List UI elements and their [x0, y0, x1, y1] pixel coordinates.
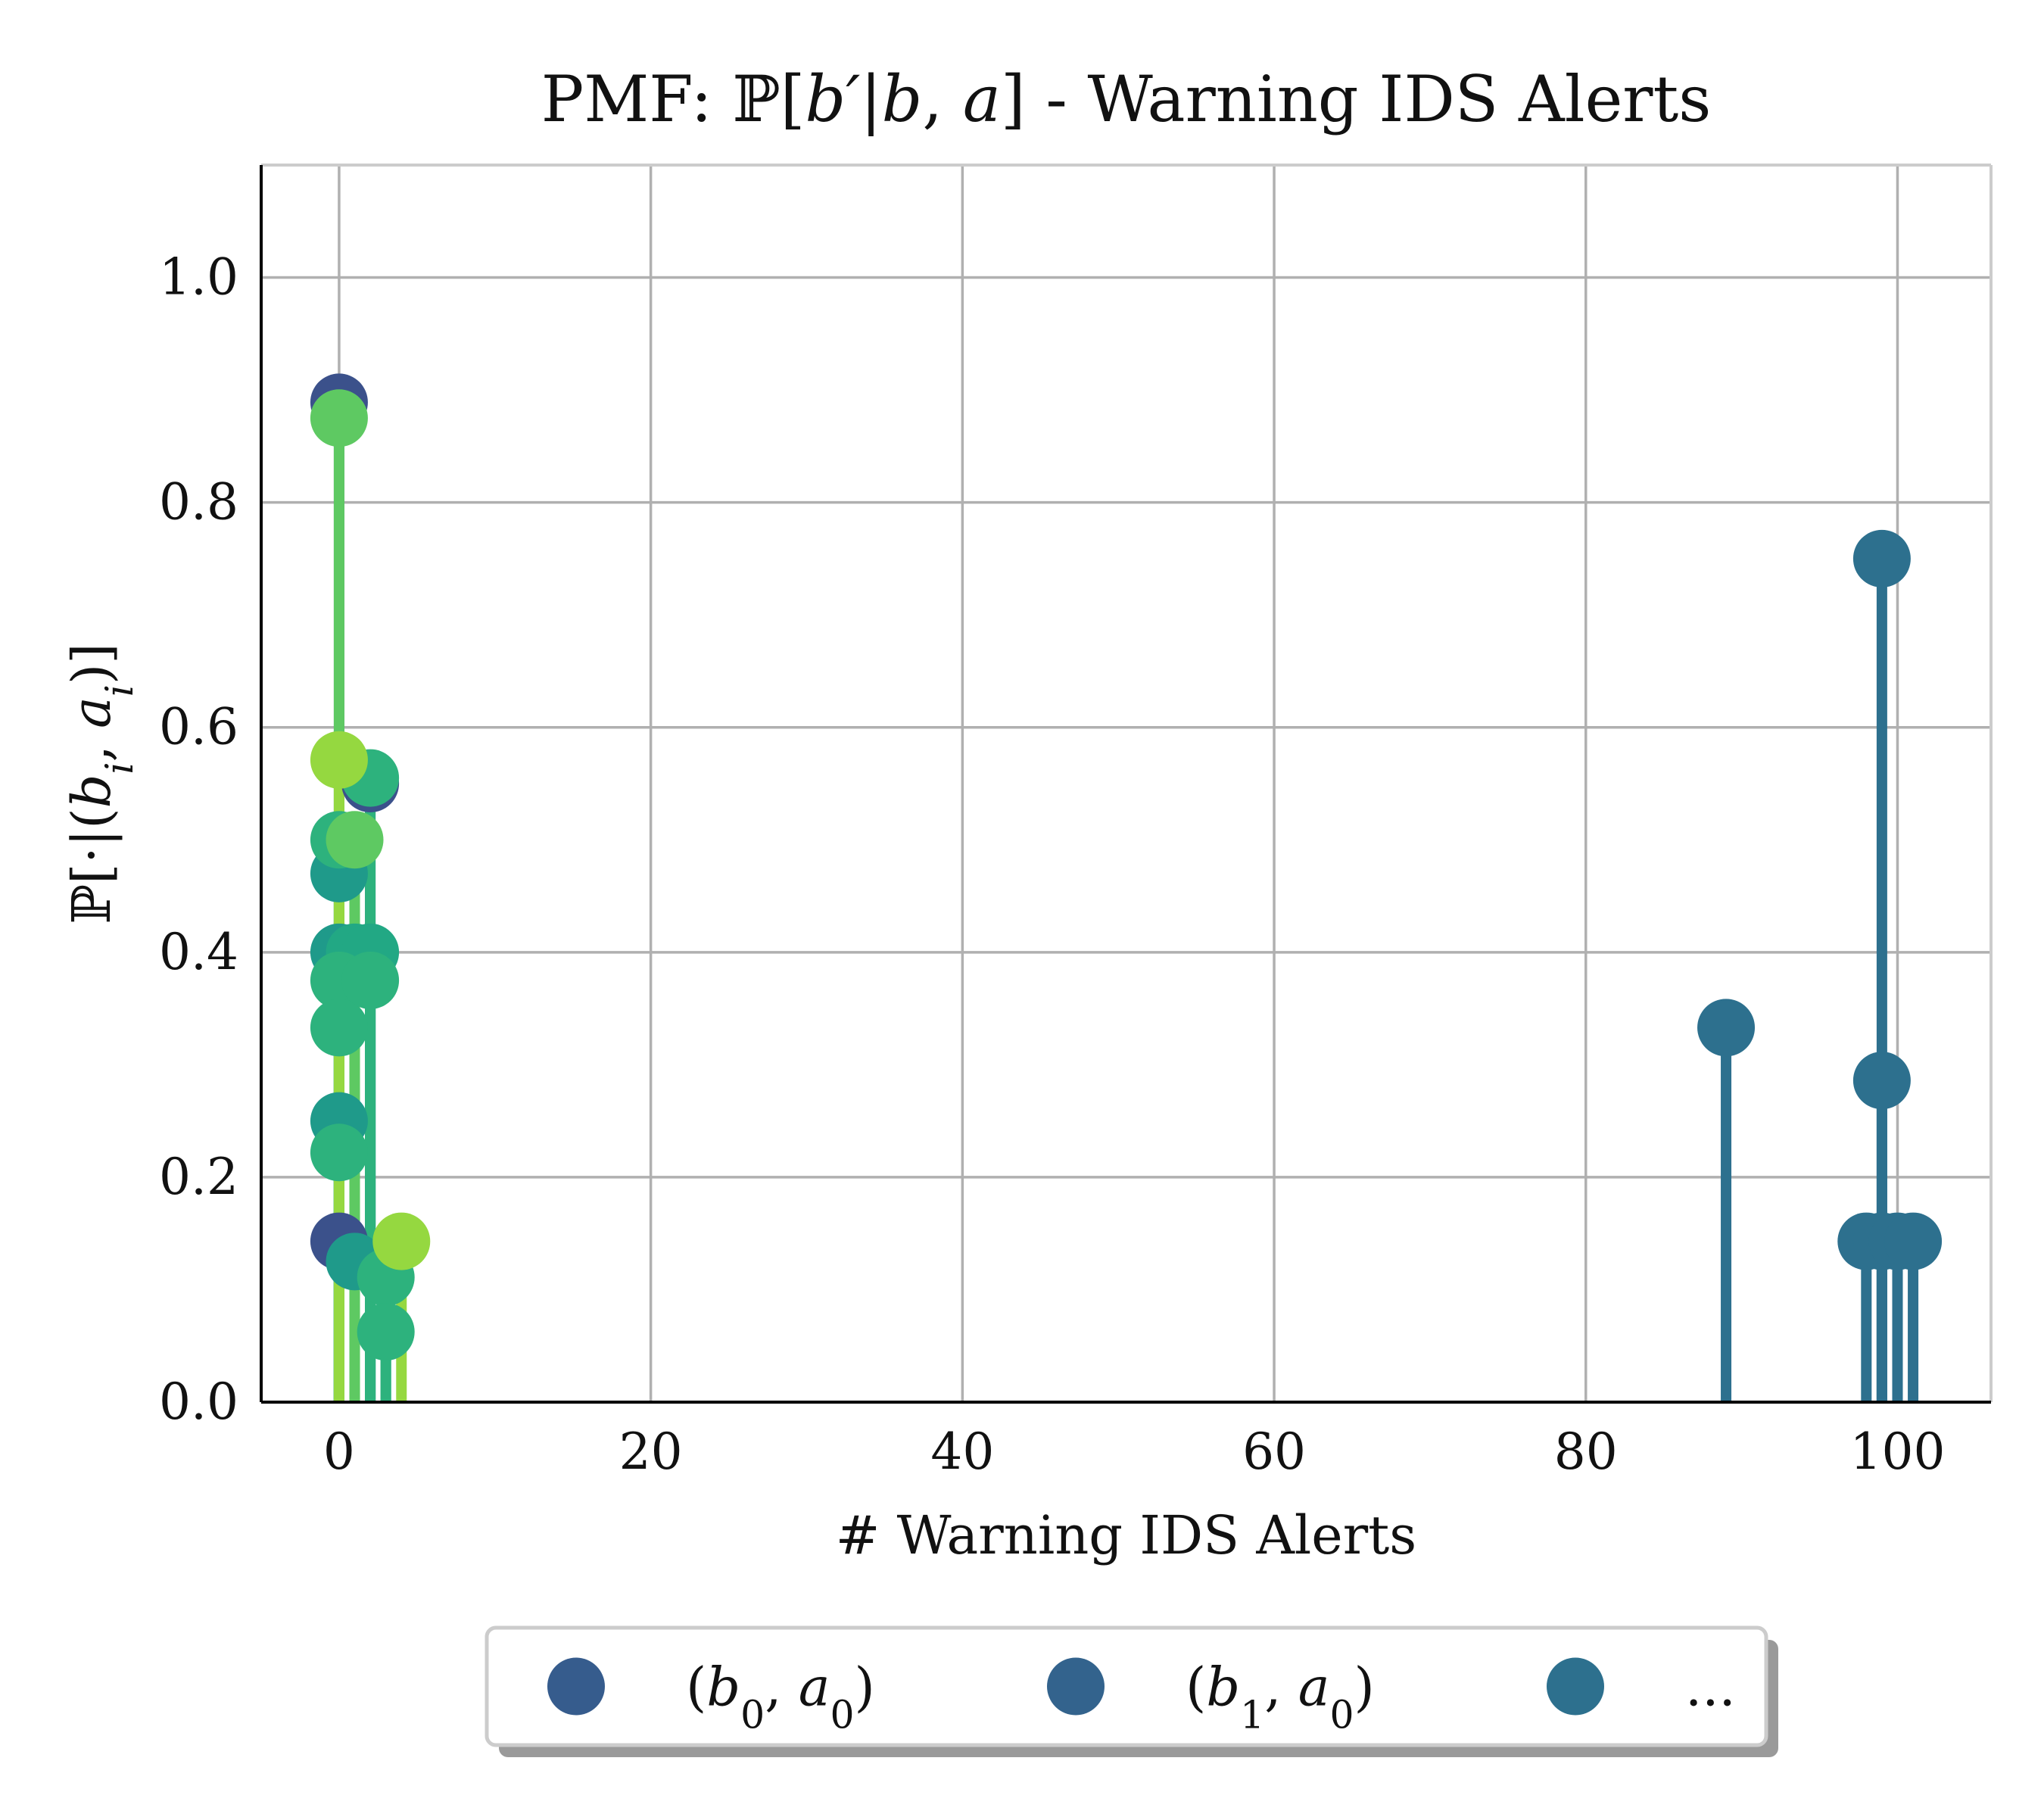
- x-axis-label: # Warning IDS Alerts: [836, 1504, 1416, 1566]
- legend-0-part-3: ,: [765, 1656, 799, 1719]
- ylabel-part-3: ,: [61, 728, 123, 762]
- ylabel-part-1: b: [61, 774, 123, 809]
- title-part-1: ℙ: [733, 62, 781, 136]
- legend-1-part-2: 1: [1240, 1692, 1264, 1737]
- y-tick-label: 0.6: [159, 698, 238, 756]
- y-tick-label: 0.2: [159, 1148, 238, 1206]
- legend-label-1: (b1, a0): [1186, 1656, 1375, 1738]
- markers-layer: [310, 373, 1943, 1361]
- title-part-6: ,: [922, 62, 962, 136]
- data-point-27: [372, 1212, 431, 1270]
- y-tick-label: 1.0: [159, 248, 238, 307]
- title-part-2: [: [781, 62, 805, 136]
- legend-1-part-4: a: [1298, 1656, 1330, 1719]
- data-point-25: [326, 811, 384, 869]
- legend-0-part-1: b: [706, 1656, 740, 1719]
- title-part-3: b′: [805, 62, 860, 136]
- legend-marker-1: [1047, 1657, 1105, 1716]
- legend-0-part-5: 0: [830, 1692, 854, 1737]
- legend-frame: [485, 1625, 1768, 1747]
- x-tick-label: 0: [323, 1423, 355, 1481]
- ylabel-part-2: i: [97, 762, 142, 774]
- y-tick-label: 0.0: [159, 1373, 238, 1431]
- legend-1-part-0: (: [1186, 1656, 1206, 1719]
- data-point-18: [310, 999, 368, 1057]
- ylabel-part-4: a: [61, 697, 123, 728]
- legend-marker-2: [1547, 1657, 1604, 1716]
- legend: (b0, a0) (b1, a0)...: [485, 1625, 1778, 1757]
- data-point-23: [357, 1303, 415, 1361]
- legend-1-part-1: b: [1206, 1656, 1240, 1719]
- data-point-6: [1884, 1212, 1943, 1270]
- chart-title: PMF: ℙ[b′|b, a] - Warning IDS Alerts: [541, 62, 1712, 136]
- data-point-20: [341, 951, 400, 1009]
- grid-layer: [261, 165, 1991, 1404]
- x-tick-label: 20: [619, 1423, 683, 1481]
- legend-label-0: (b0, a0): [686, 1656, 875, 1738]
- legend-0-part-6: ): [855, 1656, 875, 1719]
- ticks-layer: 0 20 40 60 80 100 0.0 0.2 0.4 0.6 0.8 1.0: [159, 248, 1945, 1481]
- x-tick-label: 40: [930, 1423, 994, 1481]
- title-part-7: a: [963, 62, 1001, 136]
- x-tick-label: 60: [1242, 1423, 1306, 1481]
- title-part-4: |: [860, 62, 881, 136]
- title-part-8: ] - Warning IDS Alerts: [1001, 62, 1711, 136]
- axes-layer: [260, 164, 1993, 1404]
- title-part-0: PMF:: [541, 62, 733, 136]
- legend-1-part-6: ): [1354, 1656, 1375, 1719]
- legend-0-part-4: a: [799, 1656, 830, 1719]
- data-point-2: [1852, 529, 1911, 587]
- data-point-24: [310, 389, 368, 447]
- legend-0-part-0: (: [686, 1656, 706, 1719]
- legend-label-2: ...: [1685, 1656, 1736, 1719]
- legend-marker-0: [547, 1657, 605, 1716]
- ylabel-part-6: )]: [61, 643, 123, 684]
- ylabel-part-0: ℙ[·|(: [61, 808, 123, 924]
- y-tick-label: 0.8: [159, 473, 238, 531]
- ylabel-part-5: i: [97, 684, 142, 697]
- x-tick-label: 80: [1554, 1423, 1618, 1481]
- y-axis-label: ℙ[·|(bi, ai)]: [61, 643, 142, 924]
- y-tick-label: 0.4: [159, 923, 238, 981]
- title-part-5: b: [882, 62, 923, 136]
- legend-1-part-3: ,: [1264, 1656, 1298, 1719]
- data-point-19: [310, 1124, 368, 1182]
- x-tick-label: 100: [1849, 1423, 1945, 1481]
- data-point-26: [310, 731, 368, 789]
- legend-1-part-5: 0: [1329, 1692, 1354, 1737]
- legend-0-part-2: 0: [740, 1692, 765, 1737]
- data-point-3: [1852, 1052, 1911, 1110]
- data-point-0: [1697, 999, 1756, 1057]
